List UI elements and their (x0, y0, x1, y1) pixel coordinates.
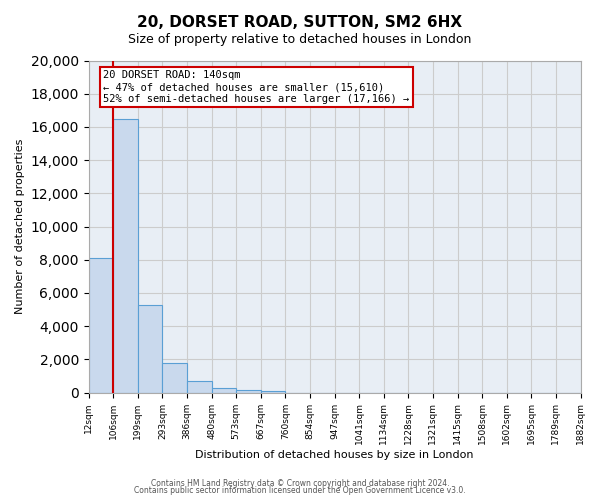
Text: Size of property relative to detached houses in London: Size of property relative to detached ho… (128, 32, 472, 46)
Bar (236, 390, 261, 392)
Bar (138, 304, 163, 392)
Bar (261, 391, 286, 392)
Bar (187, 381, 212, 392)
X-axis label: Distribution of detached houses by size in London: Distribution of detached houses by size … (196, 450, 474, 460)
Text: Contains public sector information licensed under the Open Government Licence v3: Contains public sector information licen… (134, 486, 466, 495)
Bar (212, 388, 236, 392)
Text: Contains HM Land Registry data © Crown copyright and database right 2024.: Contains HM Land Registry data © Crown c… (151, 478, 449, 488)
Text: 20, DORSET ROAD, SUTTON, SM2 6HX: 20, DORSET ROAD, SUTTON, SM2 6HX (137, 15, 463, 30)
Text: 20 DORSET ROAD: 140sqm
← 47% of detached houses are smaller (15,610)
52% of semi: 20 DORSET ROAD: 140sqm ← 47% of detached… (103, 70, 410, 104)
Bar (163, 362, 187, 392)
Y-axis label: Number of detached properties: Number of detached properties (15, 139, 25, 314)
Bar (113, 118, 138, 392)
Bar (89, 258, 113, 392)
